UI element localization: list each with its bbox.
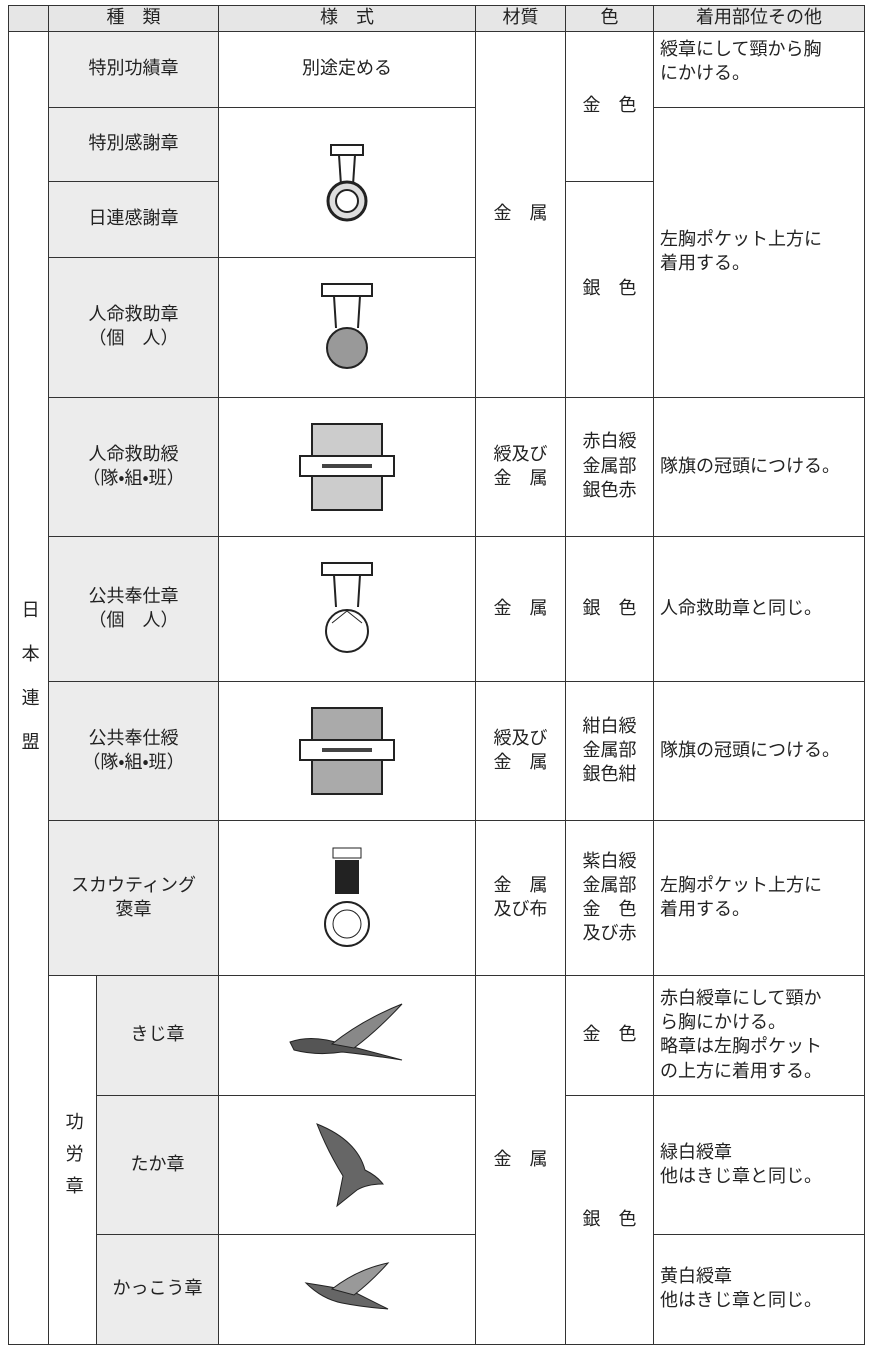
row: 人命救助綬 （隊・組・班） 綬及び 金 属 赤白綬 金属部 銀色赤 隊旗の冠頭に… bbox=[9, 396, 865, 538]
row: スカウティング 褒章 金 属 及び布 紫白綬 金属部 金 色 及び赤 左胸ポケッ… bbox=[9, 820, 865, 976]
row: 公共奉仕章 （個 人） 金 属 銀 色 人命救助章と同じ。 bbox=[9, 536, 865, 682]
material: 綬及び 金 属 bbox=[475, 680, 566, 822]
medal-icon bbox=[321, 283, 373, 370]
usage: 綬章にして頸から胸 にかける。 bbox=[653, 31, 865, 108]
row: 特別感謝章 左胸ポケット上方に 着用する。 bbox=[9, 107, 865, 398]
bird-icon bbox=[289, 1003, 403, 1061]
medal-icon bbox=[321, 562, 373, 654]
badge-table: 種 類 様 式 材質 色 着用部位その他 日本連盟 特別功績章 別途定める 金 … bbox=[8, 5, 865, 1345]
name: 日連感謝章 bbox=[48, 181, 219, 258]
row: 日本連盟 特別功績章 別途定める 金 属 金 色 綬章にして頸から胸 にかける。 bbox=[8, 31, 865, 1345]
row: 公共奉仕綬 （隊・組・班） 綬及び 金 属 紺白綬 金属部 銀色紺 隊旗の冠頭に… bbox=[9, 680, 865, 822]
medal-image bbox=[218, 680, 476, 822]
header-cell: 種 類 bbox=[48, 5, 219, 32]
bird-image bbox=[218, 974, 476, 1096]
usage: 緑白綬章 他はきじ章と同じ。 bbox=[653, 1094, 865, 1236]
usage: 隊旗の冠頭につける。 bbox=[653, 680, 865, 822]
header-cell: 着用部位その他 bbox=[653, 5, 865, 32]
color: 銀 色 bbox=[565, 1094, 654, 1345]
medal-icon bbox=[326, 143, 368, 221]
name: きじ章 bbox=[96, 974, 219, 1096]
header-cell: 色 bbox=[565, 5, 654, 32]
material: 金 属 bbox=[475, 31, 566, 398]
bird-image bbox=[218, 1094, 476, 1236]
header-cell: 様 式 bbox=[218, 5, 476, 32]
medal-image bbox=[218, 536, 476, 682]
usage: 赤白綬章にして頸か ら胸にかける。 略章は左胸ポケット の上方に着用する。 bbox=[653, 974, 865, 1096]
group-label: 日本連盟 bbox=[8, 31, 49, 1345]
name: 人命救助章 （個 人） bbox=[48, 257, 219, 398]
color: 金 色 bbox=[565, 31, 654, 182]
bird-icon bbox=[304, 1262, 390, 1310]
usage: 人命救助章と同じ。 bbox=[653, 536, 865, 682]
row: かっこう章 黄白綬章 他はきじ章と同じ。 bbox=[9, 1234, 865, 1345]
name: 公共奉仕章 （個 人） bbox=[48, 536, 219, 682]
name: かっこう章 bbox=[96, 1234, 219, 1345]
medal-image bbox=[218, 820, 476, 976]
header-blank bbox=[8, 5, 49, 32]
usage: 黄白綬章 他はきじ章と同じ。 bbox=[653, 1234, 865, 1345]
header-cell: 材質 bbox=[475, 5, 566, 32]
name: 特別功績章 bbox=[48, 31, 219, 108]
ribbon-icon bbox=[299, 707, 395, 796]
color: 紺白綬 金属部 銀色紺 bbox=[565, 680, 654, 822]
body: 種 類 様 式 材質 色 着用部位その他 日本連盟 特別功績章 別途定める 金 … bbox=[8, 5, 865, 1345]
usage: 隊旗の冠頭につける。 bbox=[653, 396, 865, 538]
material: 金 属 及び布 bbox=[475, 820, 566, 976]
name: たか章 bbox=[96, 1094, 219, 1236]
bird-icon bbox=[316, 1122, 385, 1208]
row: 人命救助章 （個 人） bbox=[9, 257, 865, 398]
name: 公共奉仕綬 （隊・組・班） bbox=[48, 680, 219, 822]
color: 銀 色 bbox=[565, 536, 654, 682]
material: 金 属 bbox=[475, 536, 566, 682]
color: 赤白綬 金属部 銀色赤 bbox=[565, 396, 654, 538]
medal-image bbox=[218, 107, 476, 258]
medal-image bbox=[218, 257, 476, 398]
color: 銀 色 bbox=[565, 181, 654, 398]
bird-image bbox=[218, 1234, 476, 1345]
usage: 左胸ポケット上方に 着用する。 bbox=[653, 820, 865, 976]
medal-image bbox=[218, 396, 476, 538]
color: 金 色 bbox=[565, 974, 654, 1096]
name: スカウティング 褒章 bbox=[48, 820, 219, 976]
material: 綬及び 金 属 bbox=[475, 396, 566, 538]
header-row: 種 類 様 式 材質 色 着用部位その他 bbox=[8, 5, 865, 32]
medal-icon bbox=[324, 847, 370, 947]
style: 別途定める bbox=[218, 31, 476, 108]
usage: 左胸ポケット上方に 着用する。 bbox=[653, 107, 865, 398]
name: 特別感謝章 bbox=[48, 107, 219, 182]
row: 功労章 きじ章 金 属 金 色 赤白綬章にして頸か ら胸にかける。 略章は左胸ポ… bbox=[9, 974, 865, 1345]
name: 人命救助綬 （隊・組・班） bbox=[48, 396, 219, 538]
page: table {"table": { "header": ["種 類", "様 式… bbox=[8, 5, 865, 1345]
color: 紫白綬 金属部 金 色 及び赤 bbox=[565, 820, 654, 976]
row: たか章 銀 色 緑白綬章 他はきじ章と同じ。 bbox=[9, 1094, 865, 1345]
ribbon-icon bbox=[299, 422, 395, 511]
row: 日連感謝章 銀 色 bbox=[9, 181, 865, 398]
